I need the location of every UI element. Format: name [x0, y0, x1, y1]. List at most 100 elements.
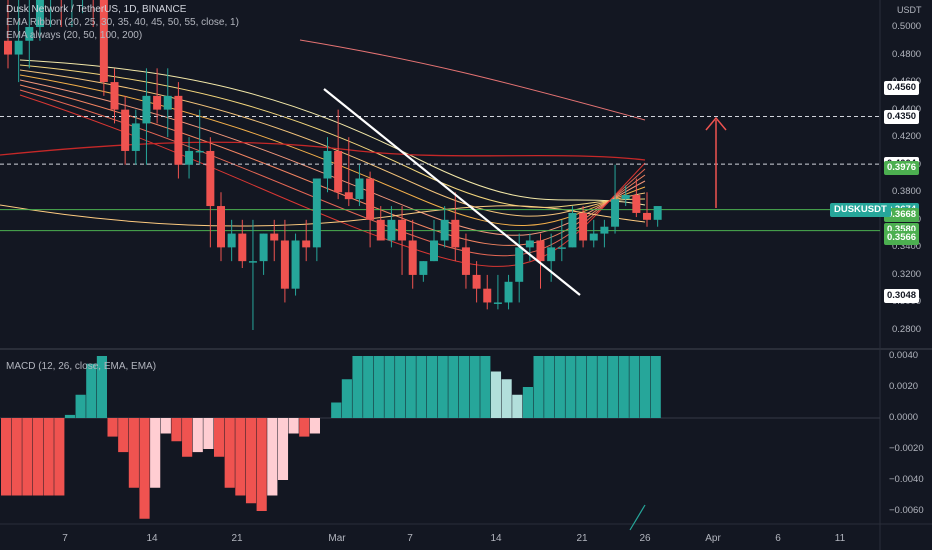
macd-bar [277, 418, 289, 480]
macd-bar [352, 356, 363, 418]
macd-bar [256, 418, 267, 511]
candle-body [461, 247, 470, 275]
candle-body [99, 0, 108, 83]
macd-bar [331, 402, 342, 418]
price-tick-label: 0.3200 [892, 268, 922, 280]
candle-body [185, 150, 194, 165]
candle-body [312, 178, 321, 248]
time-tick-label: Apr [705, 533, 721, 544]
macd-bar [43, 418, 54, 496]
candle-body [323, 150, 332, 179]
macd-bar [235, 418, 246, 496]
candle-body [14, 40, 23, 55]
time-tick-label: 11 [834, 533, 846, 544]
candle-body [557, 247, 566, 249]
macd-bar [608, 356, 619, 418]
macd-bar [96, 356, 107, 418]
macd-bar [469, 356, 480, 418]
macd-tick-label: −0.0040 [889, 474, 924, 485]
candle-body [472, 274, 481, 289]
candle-body [259, 233, 268, 262]
candle-body [653, 206, 662, 220]
candle-body [35, 0, 44, 27]
macd-bar [299, 418, 310, 437]
candle-body [25, 27, 34, 41]
macd-bar [363, 356, 374, 418]
candle-body [483, 288, 492, 303]
macd-bar [490, 371, 502, 418]
macd-tick-label: 0.0040 [889, 350, 919, 361]
price-tag: 0.3048 [884, 288, 920, 303]
candle-body [600, 226, 609, 234]
candle-body [398, 219, 407, 241]
macd-bar [416, 356, 427, 418]
macd-bar [522, 387, 533, 418]
symbol-price-tag: DUSKUSDT [830, 202, 891, 217]
macd-bar [437, 356, 448, 418]
currency-label: USDT [897, 5, 922, 15]
time-tick-label: 21 [231, 533, 243, 544]
indicator-ema-ribbon[interactable]: EMA Ribbon (20, 25, 30, 35, 40, 45, 50, … [6, 17, 239, 28]
candle-body [302, 240, 311, 248]
ema-ribbon-line [19, 59, 646, 206]
macd-bar [554, 356, 565, 418]
candle-body [206, 150, 215, 207]
price-tag: 0.3566 [884, 230, 920, 245]
candle-body [408, 240, 417, 275]
candle-body [131, 123, 140, 151]
candle-body [142, 95, 151, 124]
macd-bar [22, 418, 33, 496]
candle-body [217, 206, 225, 248]
macd-bar [309, 418, 320, 434]
macd-bar [224, 418, 235, 488]
macd-bar [480, 356, 491, 418]
macd-tick-label: 0.0020 [889, 381, 919, 392]
macd-bar [373, 356, 384, 418]
downtrend-line [323, 88, 581, 296]
macd-bar [245, 418, 257, 504]
time-tick-label: Mar [328, 533, 346, 544]
candle-body [387, 219, 396, 241]
candle-body [430, 240, 438, 262]
macd-bar [565, 356, 576, 418]
candle-body [248, 261, 257, 263]
macd-bar [171, 418, 182, 442]
macd-bar [150, 418, 161, 488]
macd-bar [544, 356, 555, 418]
macd-bar [341, 379, 352, 418]
candle-body [270, 233, 279, 241]
candle-body [440, 219, 449, 241]
macd-tick-label: 0.0000 [889, 412, 919, 423]
macd-bar [395, 356, 406, 418]
macd-bar [192, 418, 203, 453]
candle-body [121, 109, 130, 151]
candle-body [568, 212, 577, 248]
price-tag: 0.4560 [884, 80, 920, 95]
ema-ribbon-line [19, 64, 646, 208]
candle-body [174, 95, 183, 165]
candle-body [280, 240, 289, 289]
macd-bar [128, 418, 139, 488]
macd-bar [629, 356, 640, 418]
macd-bar [405, 356, 416, 418]
macd-bar [107, 418, 118, 437]
macd-bar [86, 363, 97, 418]
price-tick-label: 0.3800 [892, 186, 922, 198]
candle-body [536, 240, 545, 262]
macd-bar [501, 379, 512, 418]
macd-bar [203, 418, 214, 449]
indicator-macd[interactable]: MACD (12, 26, close, EMA, EMA) [6, 361, 157, 372]
candle-body [110, 82, 119, 110]
macd-bar [32, 418, 44, 496]
price-tick-label: 0.5000 [892, 21, 922, 32]
candle-body [579, 212, 588, 241]
price-tag: 0.3976 [884, 161, 920, 176]
candle-body [334, 150, 343, 193]
ema-ribbon-line [19, 69, 646, 217]
time-tick-label: 14 [146, 533, 158, 544]
candle-body [366, 178, 375, 220]
candle-body [493, 302, 502, 304]
indicator-ema-always[interactable]: EMA always (20, 50, 100, 200) [6, 30, 143, 41]
